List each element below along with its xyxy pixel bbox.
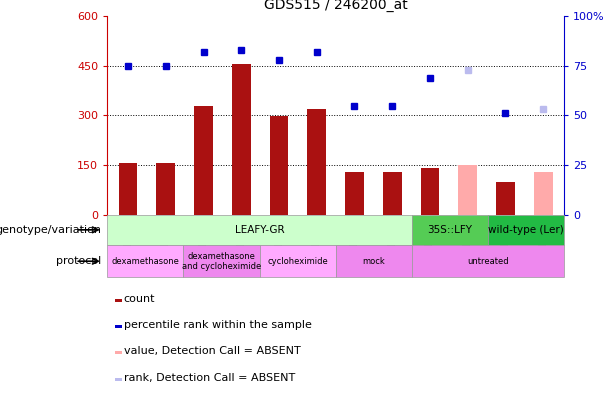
Bar (156, 163, 175, 215)
Text: mock: mock (362, 257, 385, 266)
Bar (115, 325, 122, 328)
Text: rank, Detection Call = ABSENT: rank, Detection Call = ABSENT (124, 373, 295, 383)
Bar (232, 64, 251, 215)
Text: genotype/variation: genotype/variation (0, 225, 101, 235)
Bar (107, 245, 183, 277)
Text: untreated: untreated (467, 257, 509, 266)
Bar (107, 215, 412, 245)
Bar (496, 181, 515, 215)
Bar (534, 172, 553, 215)
Text: value, Detection Call = ABSENT: value, Detection Call = ABSENT (124, 346, 300, 356)
Text: percentile rank within the sample: percentile rank within the sample (124, 320, 311, 330)
Text: count: count (124, 294, 155, 304)
Text: cycloheximide: cycloheximide (267, 257, 328, 266)
Bar (194, 106, 213, 215)
Text: wild-type (Ler): wild-type (Ler) (488, 225, 564, 235)
Title: GDS515 / 246200_at: GDS515 / 246200_at (264, 0, 408, 13)
Bar (383, 172, 402, 215)
Bar (270, 116, 289, 215)
Text: dexamethasone
and cycloheximide: dexamethasone and cycloheximide (182, 252, 261, 271)
Bar (459, 165, 477, 215)
Bar (336, 245, 412, 277)
Text: 35S::LFY: 35S::LFY (427, 225, 472, 235)
Bar (307, 109, 326, 215)
Bar (115, 378, 122, 381)
Bar (115, 352, 122, 354)
Bar (118, 163, 137, 215)
Bar (259, 245, 336, 277)
Bar (183, 245, 259, 277)
Bar (412, 245, 564, 277)
Bar (421, 168, 440, 215)
Text: protocol: protocol (56, 256, 101, 266)
Bar (412, 215, 488, 245)
Text: dexamethasone: dexamethasone (112, 257, 179, 266)
Text: LEAFY-GR: LEAFY-GR (235, 225, 284, 235)
Bar (345, 172, 364, 215)
Bar (488, 215, 564, 245)
Bar (115, 299, 122, 302)
